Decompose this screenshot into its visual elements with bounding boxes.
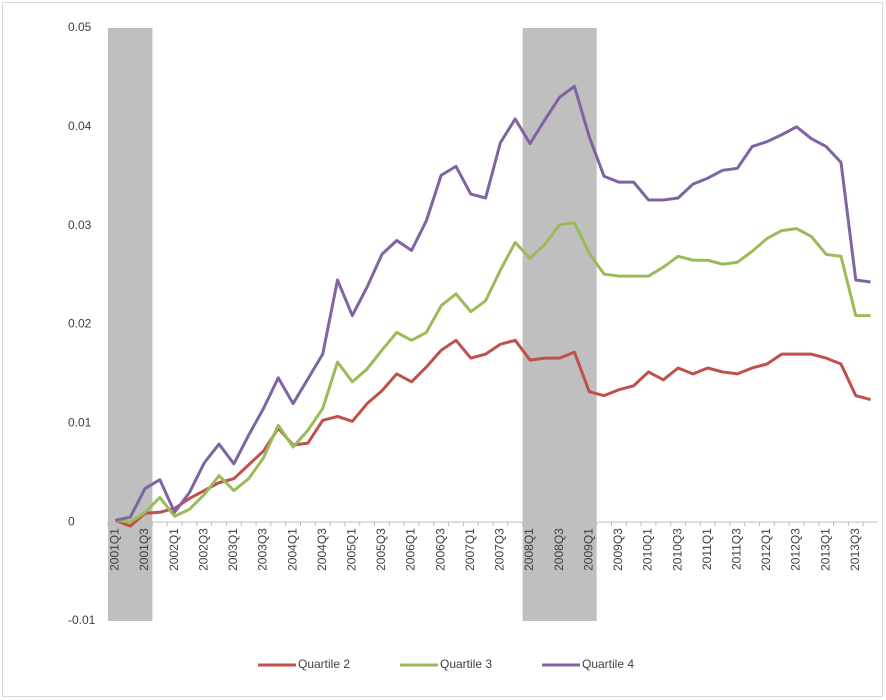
x-tick-label: 2013Q1 — [818, 528, 832, 571]
y-tick-label: 0.04 — [68, 119, 92, 133]
x-tick-label: 2002Q1 — [167, 528, 181, 571]
x-tick-label: 2003Q1 — [226, 528, 240, 571]
x-tick-label: 2001Q3 — [137, 528, 151, 571]
y-tick-label: 0.05 — [68, 20, 92, 34]
x-tick-label: 2004Q1 — [285, 528, 299, 571]
x-tick-label: 2006Q1 — [404, 528, 418, 571]
x-tick-label: 2010Q3 — [670, 528, 684, 571]
y-tick-label: 0 — [68, 514, 75, 528]
x-tick-label: 2012Q3 — [789, 528, 803, 571]
line-series — [115, 84, 871, 522]
x-tick-label: 2003Q3 — [256, 528, 270, 571]
x-tick-label: 2012Q1 — [759, 528, 773, 571]
legend-label: Quartile 3 — [440, 657, 492, 671]
line-series — [114, 338, 871, 528]
y-tick-label: 0.02 — [68, 317, 92, 331]
x-tick-label: 2004Q3 — [315, 528, 329, 571]
x-tick-label: 2008Q1 — [522, 528, 536, 571]
y-tick-label: 0.03 — [68, 218, 92, 232]
x-tick-label: 2002Q3 — [196, 528, 210, 571]
x-tick-label: 2008Q3 — [552, 528, 566, 571]
legend-label: Quartile 4 — [582, 657, 634, 671]
x-tick-label: 2009Q3 — [611, 528, 625, 571]
x-tick-label: 2005Q3 — [374, 528, 388, 571]
x-tick-label: 2011Q3 — [729, 528, 743, 570]
legend-label: Quartile 2 — [298, 657, 350, 671]
x-tick-label: 2001Q1 — [108, 528, 122, 571]
line-series — [115, 221, 871, 524]
x-tick-label: 2011Q1 — [700, 528, 714, 570]
x-tick-label: 2006Q3 — [433, 528, 447, 571]
x-tick-label: 2013Q3 — [848, 528, 862, 571]
y-tick-label: -0.01 — [68, 613, 96, 627]
x-tick-label: 2005Q1 — [344, 528, 358, 571]
x-tick-label: 2007Q1 — [463, 528, 477, 571]
x-tick-label: 2010Q1 — [641, 528, 655, 571]
x-tick-label: 2007Q3 — [493, 528, 507, 571]
y-tick-label: 0.01 — [68, 416, 92, 430]
x-tick-label: 2009Q1 — [581, 528, 595, 571]
